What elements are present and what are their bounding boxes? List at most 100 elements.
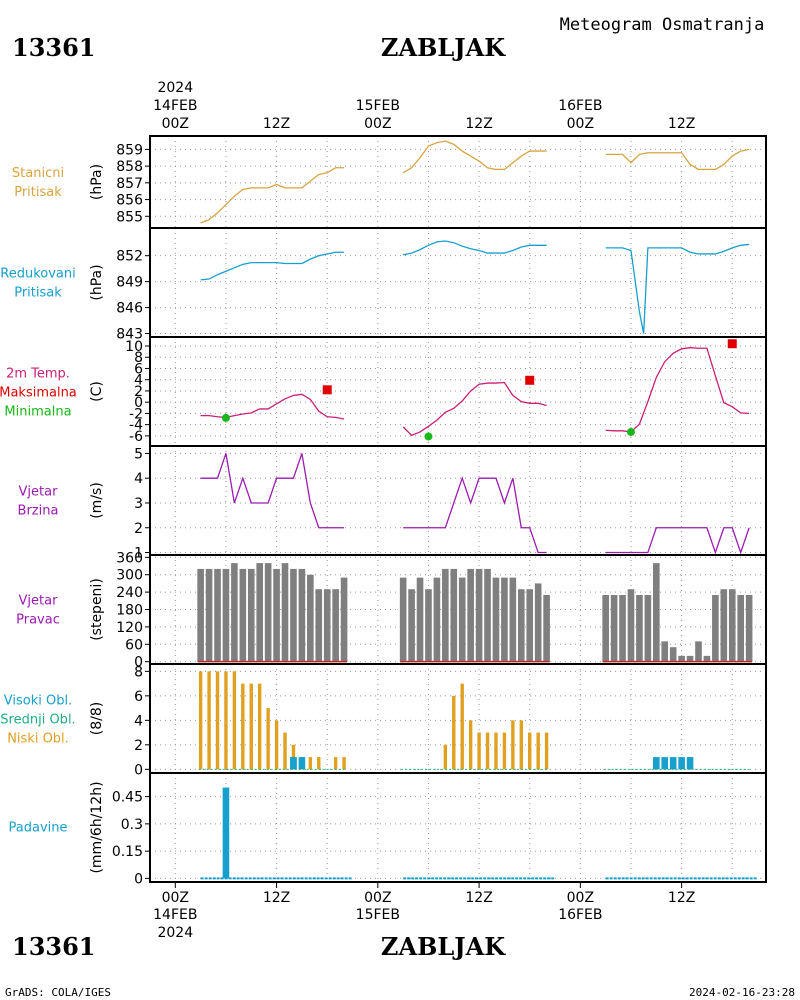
timestamp-text: 2024-02-16-23:28 (689, 986, 795, 999)
min-temp-marker (221, 413, 230, 422)
bar-wind-direction (290, 568, 297, 662)
credit-text: GrADS: COLA/IGES (5, 986, 111, 999)
bar-wind-direction (720, 589, 728, 662)
y-tick-label: 846 (116, 301, 143, 317)
bar-wind-direction (450, 568, 458, 662)
station-name-bottom: ZABLJAK (381, 932, 506, 961)
bar-wind-direction (399, 577, 407, 662)
bar-cloud (653, 757, 660, 770)
panel-label: Niski Obl. (7, 732, 69, 747)
y-tick-label: 180 (116, 603, 143, 619)
bar-wind-direction (197, 568, 204, 662)
y-tick-label: 0 (134, 655, 143, 671)
y-tick-label: 6 (134, 689, 143, 705)
y-tick-label: 360 (116, 550, 143, 566)
series-line-temperature (200, 393, 345, 420)
station-id: 13361 (12, 33, 96, 62)
y-tick-label: 6 (134, 361, 143, 377)
panel-label: Minimalna (4, 405, 71, 420)
panel-clouds: 0 2 4 6 8 Visoki Obl. Srednji Obl. Niski Obl. (8… (0, 663, 767, 778)
bar-wind-direction (222, 568, 230, 662)
bar-wind-direction (728, 589, 736, 662)
time-label-bottom: 00Z (162, 890, 189, 906)
panel-label: 2m Temp. (6, 367, 70, 382)
series-line-pressure (605, 148, 750, 171)
y-tick-label: -4 (129, 418, 143, 434)
max-temp-marker (322, 385, 332, 395)
bar-wind-direction (602, 595, 609, 662)
bar-wind-direction (610, 595, 618, 662)
bar-cloud (266, 708, 270, 770)
bar-wind-direction (281, 563, 289, 662)
bar-wind-direction (247, 568, 255, 662)
panel-label: Pritisak (14, 286, 62, 301)
y-tick-label: -6 (129, 429, 143, 445)
panel-reduced-pressure: 843 846 849 852 Redukovani Pritisak (hPa) (0, 227, 767, 343)
bar-cloud (477, 732, 481, 770)
y-tick-label: 856 (116, 193, 143, 209)
bar-cloud (257, 683, 262, 770)
y-tick-label: 855 (116, 209, 143, 225)
bar-wind-direction (737, 595, 744, 662)
bar-precipitation (222, 787, 230, 879)
bar-cloud (544, 732, 549, 770)
bar-wind-direction (703, 655, 711, 662)
bar-wind-direction (669, 647, 677, 662)
panel-label: Vjetar (19, 485, 59, 500)
y-tick-label: 1 (134, 546, 143, 562)
y-tick-label: 0 (134, 762, 143, 778)
y-tick-label: 3 (134, 496, 143, 512)
bar-wind-direction (636, 595, 643, 662)
bar-wind-direction (307, 574, 314, 662)
unit-label: (8/8) (89, 702, 105, 735)
time-label-top: 00Z (364, 116, 391, 132)
bar-wind-direction (298, 568, 306, 662)
y-tick-label: -2 (129, 406, 143, 422)
series-line-reduced-pressure (403, 240, 547, 256)
series-line-wind-speed (403, 476, 547, 554)
time-label-bottom: 12Z (263, 890, 290, 906)
bar-wind-direction (509, 577, 517, 662)
time-label-bottom: 00Z (364, 890, 391, 906)
panel-label: Brzina (18, 504, 59, 519)
panel-frame (149, 772, 767, 883)
bar-wind-direction (340, 577, 348, 662)
bar-cloud (485, 732, 490, 770)
bar-cloud (443, 744, 448, 770)
time-label-top: 12Z (465, 116, 492, 132)
y-tick-label: 240 (116, 585, 143, 601)
y-tick-label: 2 (134, 521, 143, 537)
y-tick-label: 0 (134, 395, 143, 411)
bar-wind-direction (517, 589, 525, 662)
time-label-bottom: 12Z (668, 890, 695, 906)
bar-cloud (224, 671, 228, 770)
bar-cloud (290, 757, 297, 770)
bar-wind-direction (239, 568, 247, 662)
time-label-top: 12Z (263, 116, 290, 132)
panel-label: Pravac (16, 613, 60, 628)
unit-label: (hPa) (89, 164, 105, 200)
bar-cloud (333, 757, 338, 770)
bar-wind-direction (442, 568, 449, 662)
day-label-bottom: 16FEB (558, 907, 602, 923)
station-id-bottom: 13361 (12, 932, 96, 961)
bar-cloud (678, 757, 685, 770)
bar-wind-direction (214, 568, 221, 662)
y-tick-label: 10 (125, 339, 143, 355)
bar-wind-direction (205, 568, 213, 662)
bar-cloud (342, 757, 346, 770)
y-tick-label: 0 (134, 871, 143, 887)
bar-cloud (686, 757, 694, 770)
series-line-pressure (402, 140, 547, 174)
panel-label: Visoki Obl. (4, 694, 72, 709)
unit-label: (stepeni) (89, 578, 105, 641)
y-tick-label: 300 (116, 568, 143, 584)
y-tick-label: 843 (116, 327, 143, 343)
panel-label: Padavine (9, 821, 68, 836)
product-title: Meteogram Osmatranja (560, 15, 765, 35)
series-line-reduced-pressure (200, 251, 345, 281)
y-tick-label: 4 (134, 373, 143, 389)
